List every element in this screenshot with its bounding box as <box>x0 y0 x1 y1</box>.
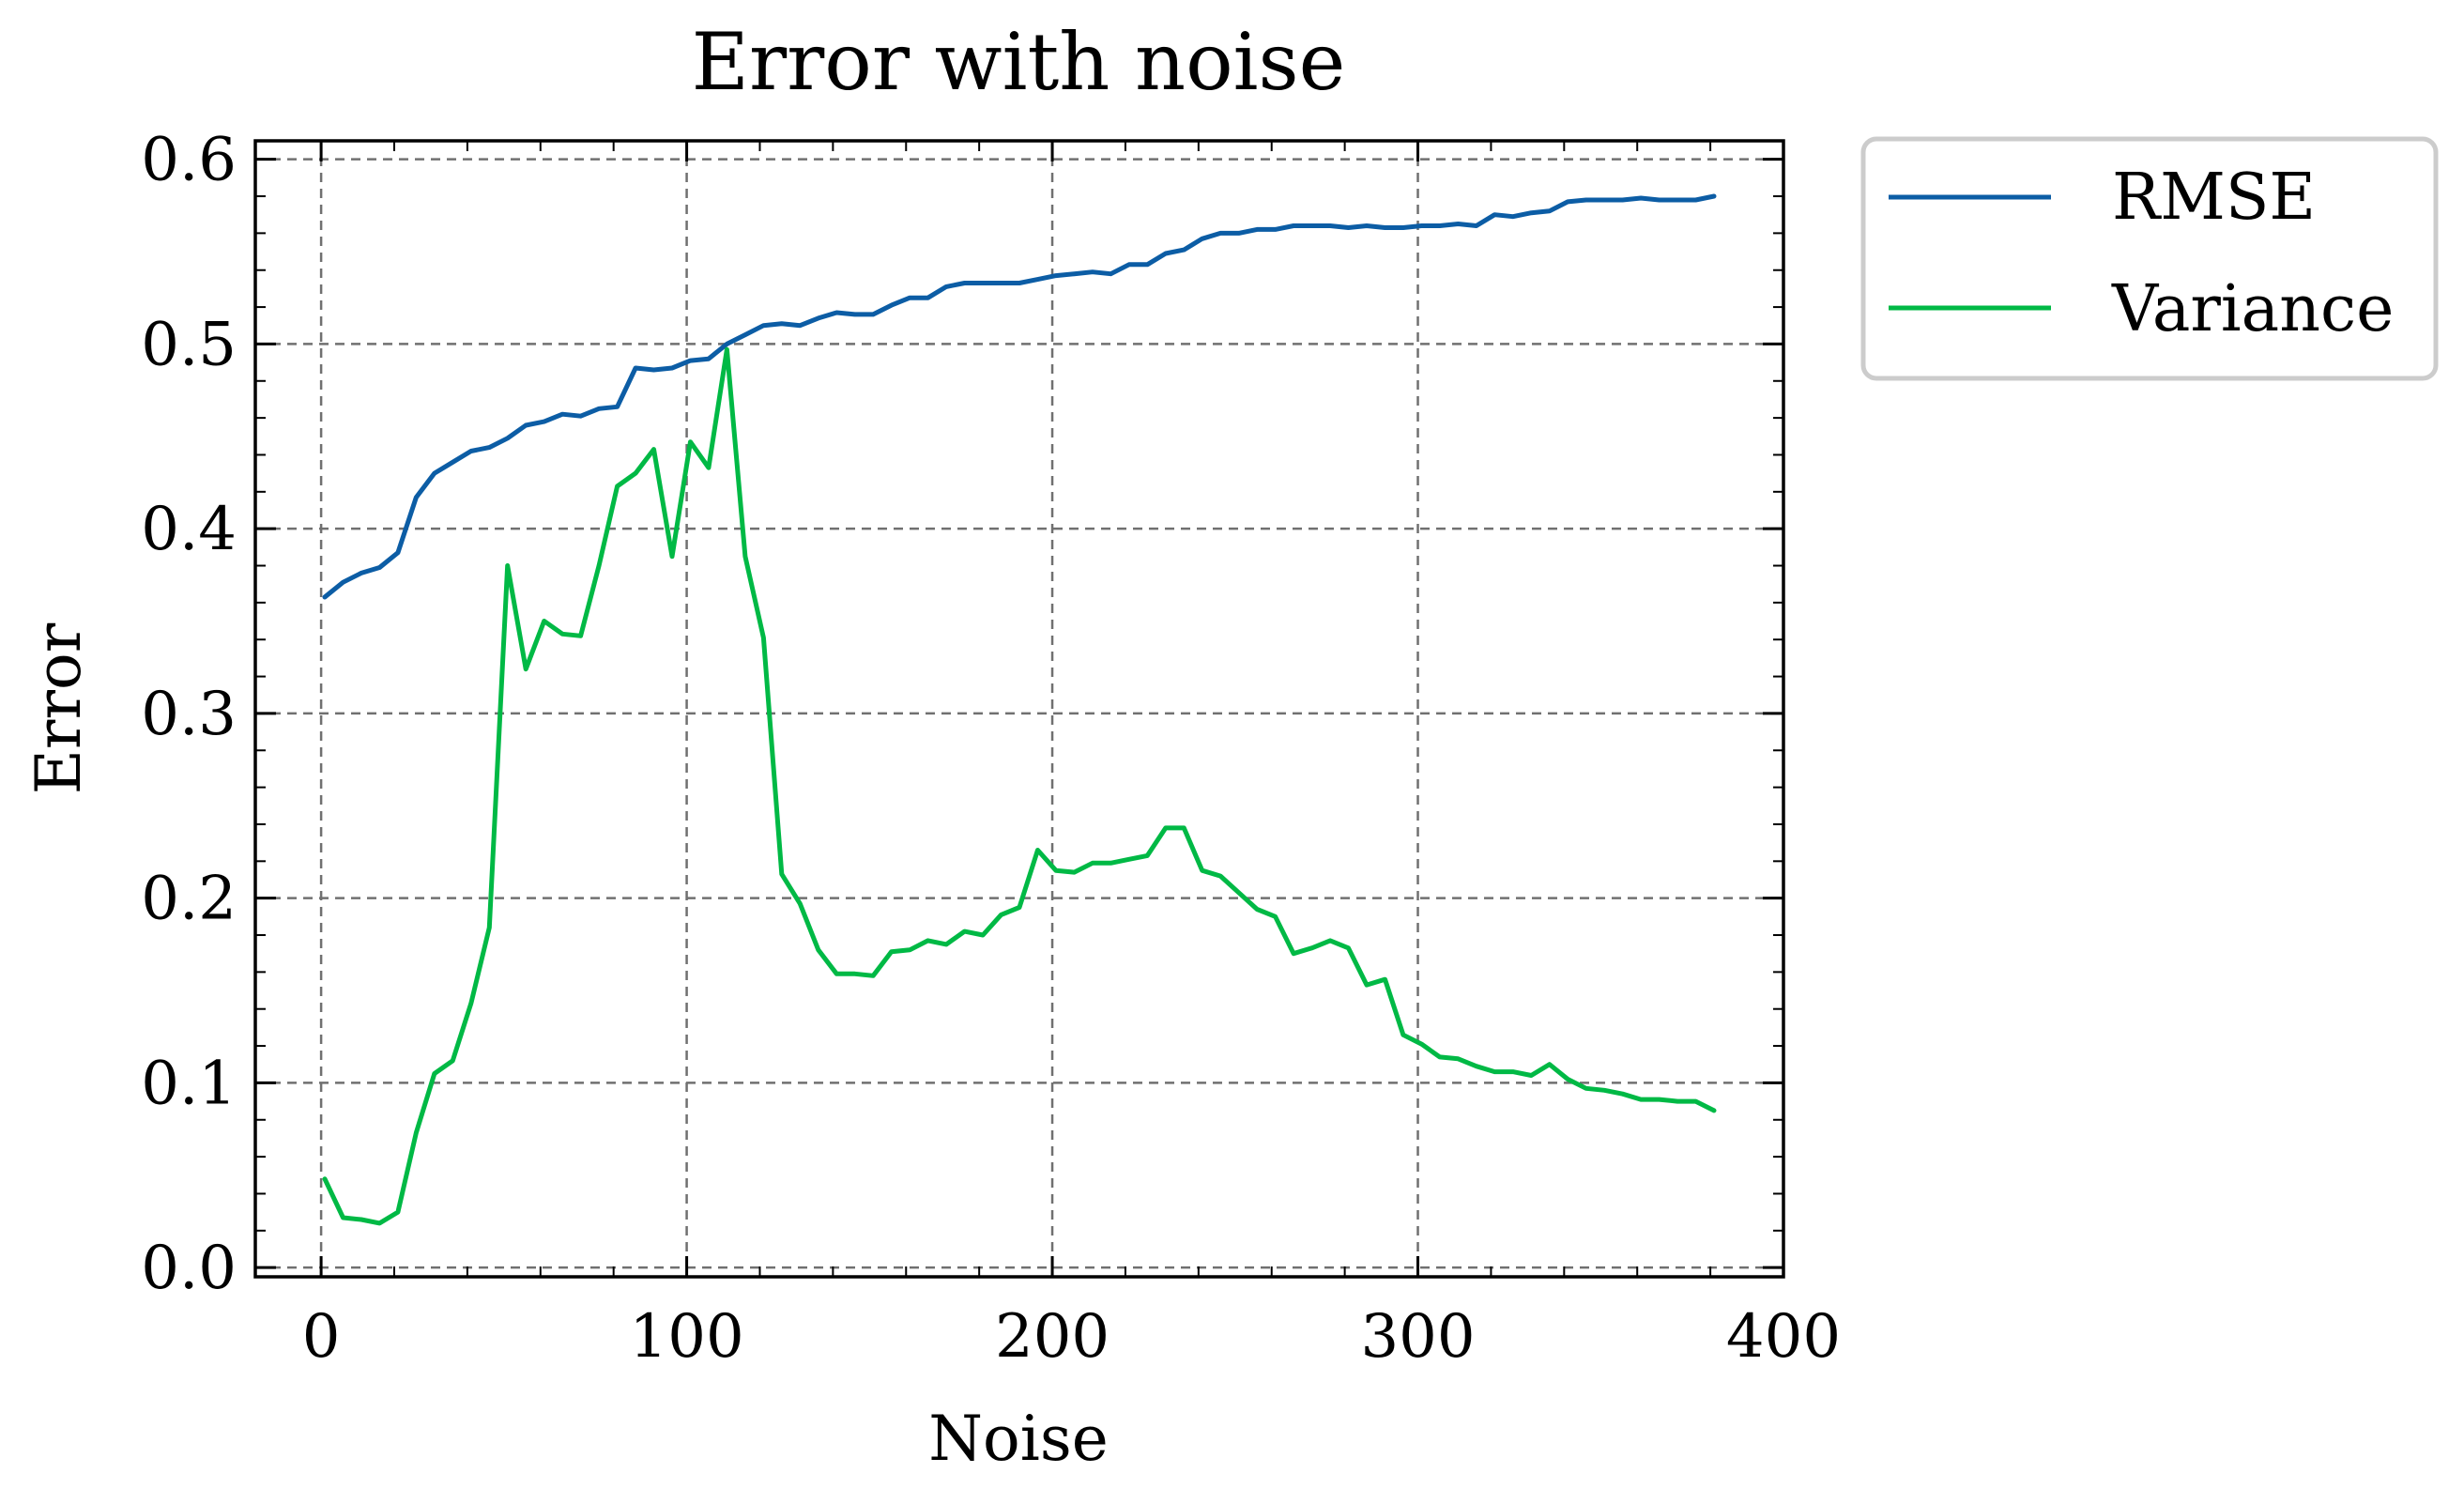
x-tick-label: 300 <box>1360 1302 1475 1372</box>
x-tick-label: 200 <box>995 1302 1110 1372</box>
series-line-rmse <box>322 193 1717 600</box>
y-tick-label: 0.6 <box>141 126 237 195</box>
series-line-variance <box>322 346 1717 1226</box>
y-tick-label: 0.2 <box>141 865 237 934</box>
y-tick-label: 0.3 <box>141 680 237 749</box>
grid-lines <box>255 141 1783 1277</box>
y-tick-label: 0.1 <box>141 1049 237 1118</box>
legend: RMSE Variance <box>1860 136 2439 381</box>
legend-label-variance: Variance <box>2111 272 2394 346</box>
y-axis-label: Error <box>23 622 95 794</box>
series-lines <box>322 193 1717 1226</box>
x-tick-label: 400 <box>1726 1302 1841 1372</box>
plot-frame <box>253 139 1785 1279</box>
y-tick-label: 0.5 <box>141 310 237 379</box>
legend-label-rmse: RMSE <box>2112 161 2316 235</box>
x-axis-label: Noise <box>928 1403 1109 1475</box>
tick-labels: 0 100 200 300 400 0.0 0.1 0.2 0.3 0.4 0.5 0.6 <box>141 126 1841 1372</box>
y-tick-label: 0.4 <box>141 495 237 564</box>
x-tick-label: 0 <box>302 1302 341 1372</box>
chart-title: Error with noise <box>692 16 1346 108</box>
axis-ticks <box>255 141 1785 1277</box>
x-tick-label: 100 <box>630 1302 744 1372</box>
y-tick-label: 0.0 <box>141 1234 237 1303</box>
